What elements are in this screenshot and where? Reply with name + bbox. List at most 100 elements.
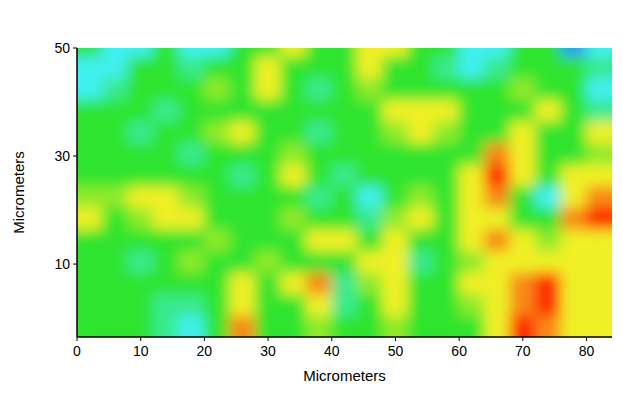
heat-cell xyxy=(586,185,612,208)
heat-cell xyxy=(331,250,357,273)
heat-cell xyxy=(102,185,128,208)
heat-cell xyxy=(535,77,561,100)
heat-cell xyxy=(127,164,153,187)
heat-cell xyxy=(153,250,179,273)
heat-cell xyxy=(484,77,510,100)
x-tick xyxy=(331,337,332,341)
heat-cell xyxy=(331,207,357,230)
heat-cell xyxy=(229,142,255,165)
heat-cell xyxy=(178,142,204,165)
heat-cell xyxy=(484,142,510,165)
heat-cell xyxy=(433,315,459,337)
heat-cell xyxy=(433,99,459,122)
heat-cell xyxy=(561,99,587,122)
heat-cell xyxy=(153,142,179,165)
heat-cell xyxy=(535,120,561,143)
heat-cell xyxy=(178,207,204,230)
heat-cell xyxy=(408,293,434,316)
heat-cell xyxy=(382,272,408,295)
heat-cell xyxy=(77,99,103,122)
heat-cell xyxy=(433,207,459,230)
heat-cell xyxy=(484,293,510,316)
heat-cell xyxy=(331,228,357,251)
x-tick-label: 40 xyxy=(324,343,340,359)
heat-cell xyxy=(255,164,281,187)
heat-cell xyxy=(561,315,587,337)
heat-cell xyxy=(77,207,103,230)
heat-cell xyxy=(127,207,153,230)
heat-cell xyxy=(127,56,153,79)
heat-cell xyxy=(306,164,332,187)
heat-cell xyxy=(484,315,510,337)
heat-cell xyxy=(561,120,587,143)
heat-cell xyxy=(153,315,179,337)
x-tick xyxy=(204,337,205,341)
x-tick-label: 20 xyxy=(197,343,213,359)
heat-cell xyxy=(459,142,485,165)
heat-cell xyxy=(102,56,128,79)
heat-cell xyxy=(331,77,357,100)
heat-cell xyxy=(484,120,510,143)
heat-cell xyxy=(127,272,153,295)
heat-cell xyxy=(357,315,383,337)
heat-cell xyxy=(331,56,357,79)
heat-cell xyxy=(510,228,536,251)
heat-cell xyxy=(178,315,204,337)
heat-cell xyxy=(255,185,281,208)
heat-cell xyxy=(77,293,103,316)
heat-cell xyxy=(153,77,179,100)
heat-cell xyxy=(280,164,306,187)
heat-cell xyxy=(561,250,587,273)
heat-cell xyxy=(178,185,204,208)
heat-cell xyxy=(357,77,383,100)
heat-cell xyxy=(280,99,306,122)
x-tick xyxy=(395,337,396,341)
heat-cell xyxy=(178,272,204,295)
y-tick-label: 30 xyxy=(54,148,70,164)
heat-cell xyxy=(77,77,103,100)
heat-cell xyxy=(127,77,153,100)
heat-cell xyxy=(357,272,383,295)
heat-cell xyxy=(77,228,103,251)
heat-cell xyxy=(535,99,561,122)
heat-cell xyxy=(484,250,510,273)
heat-cell xyxy=(433,272,459,295)
heat-cell xyxy=(229,120,255,143)
heat-cell xyxy=(510,250,536,273)
heat-cell xyxy=(229,228,255,251)
heat-cell xyxy=(408,272,434,295)
heat-cell xyxy=(382,77,408,100)
heat-cell xyxy=(204,207,230,230)
heat-cell xyxy=(204,228,230,251)
heat-cell xyxy=(408,77,434,100)
heat-cell xyxy=(586,250,612,273)
plot-background xyxy=(77,48,612,337)
heat-cell xyxy=(433,56,459,79)
heat-cell xyxy=(510,185,536,208)
heat-cell xyxy=(408,315,434,337)
heat-cell xyxy=(255,207,281,230)
heat-cell xyxy=(204,48,230,57)
heat-cell xyxy=(153,164,179,187)
heat-cell xyxy=(127,142,153,165)
heat-cell xyxy=(255,272,281,295)
heat-cell xyxy=(331,164,357,187)
heat-cell xyxy=(331,315,357,337)
heat-cell xyxy=(561,164,587,187)
heat-cell xyxy=(178,228,204,251)
x-axis-line xyxy=(77,336,612,338)
heat-cell xyxy=(204,293,230,316)
heat-cell xyxy=(306,142,332,165)
heat-cell xyxy=(77,315,103,337)
x-tick-label: 80 xyxy=(579,343,595,359)
heat-cell xyxy=(535,142,561,165)
heat-cell xyxy=(306,315,332,337)
heat-cell xyxy=(357,207,383,230)
heat-cell xyxy=(306,228,332,251)
heat-cell xyxy=(280,56,306,79)
heat-cell xyxy=(153,207,179,230)
heat-cell xyxy=(459,185,485,208)
heat-cell xyxy=(77,56,103,79)
heat-cell xyxy=(357,99,383,122)
heat-cell xyxy=(357,250,383,273)
